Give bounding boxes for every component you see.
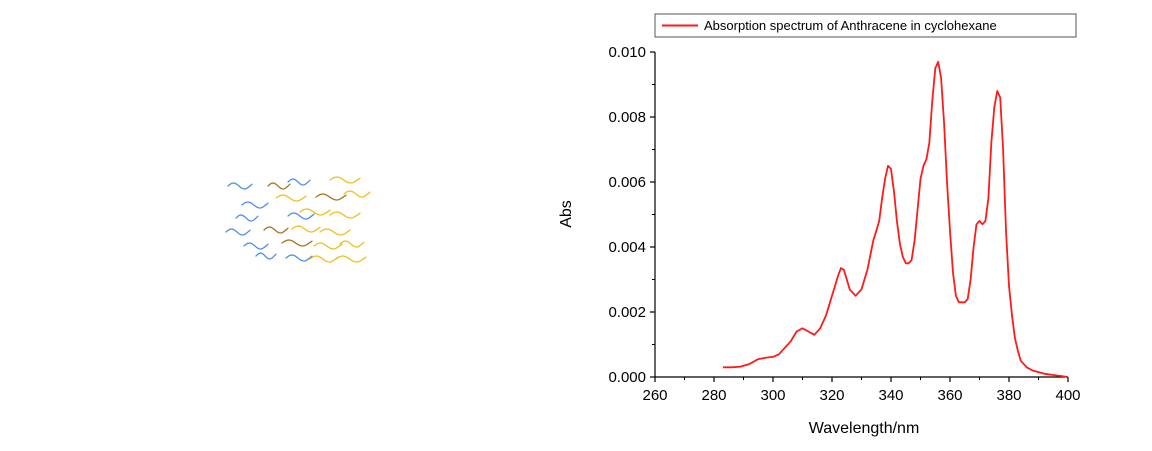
wave-stroke [243,242,269,250]
x-tick-label: 380 [996,387,1021,404]
wave-stroke [299,208,331,216]
wave-stroke [287,178,311,186]
wave-stroke [339,240,365,248]
y-tick-label: 0.010 [608,44,646,61]
wave-stroke [329,176,361,184]
wave-stroke [313,242,343,250]
wave-stroke [255,252,277,260]
x-tick-label: 400 [1055,387,1080,404]
wave-stroke [241,201,269,209]
wave-stroke [291,225,321,233]
y-tick-label: 0.004 [608,239,646,256]
y-axis-title: Abs [558,200,575,228]
wave-stroke [225,228,251,236]
y-tick-label: 0.002 [608,304,646,321]
series-line [722,60,1069,378]
x-axis-ticks: 260 280 300 320 340 360 380 400 [642,377,1081,404]
wave-stroke [315,193,347,201]
wave-stroke [287,212,315,220]
x-tick-label: 260 [642,387,667,404]
wave-stroke [329,211,361,219]
legend: Absorption spectrum of Anthracene in cyc… [654,13,1077,38]
x-tick-label: 340 [878,387,903,404]
x-tick-label: 280 [701,387,726,404]
x-tick-label: 360 [937,387,962,404]
wave-stroke [235,214,259,222]
wave-pattern-illustration [225,176,371,263]
y-axis-ticks: 0.000 0.002 0.004 0.006 0.008 0.010 [608,44,655,386]
legend-box [654,13,1077,38]
wave-stroke [319,228,351,236]
wave-stroke [263,226,289,234]
wave-stroke [309,255,339,263]
y-tick-label: 0.008 [608,109,646,126]
x-tick-label: 300 [760,387,785,404]
x-axis-title: Wavelength/nm [809,420,920,437]
wave-stroke [267,182,291,190]
x-tick-label: 320 [819,387,844,404]
y-tick-label: 0.000 [608,369,646,386]
wave-stroke [227,182,253,190]
y-tick-label: 0.006 [608,174,646,191]
wave-stroke [285,254,313,262]
wave-stroke [275,194,307,202]
legend-entry-label: Absorption spectrum of Anthracene in cyc… [704,18,997,33]
wave-stroke [335,255,367,263]
series-group [722,60,1069,378]
wave-stroke [343,190,371,198]
wave-stroke [281,239,313,247]
